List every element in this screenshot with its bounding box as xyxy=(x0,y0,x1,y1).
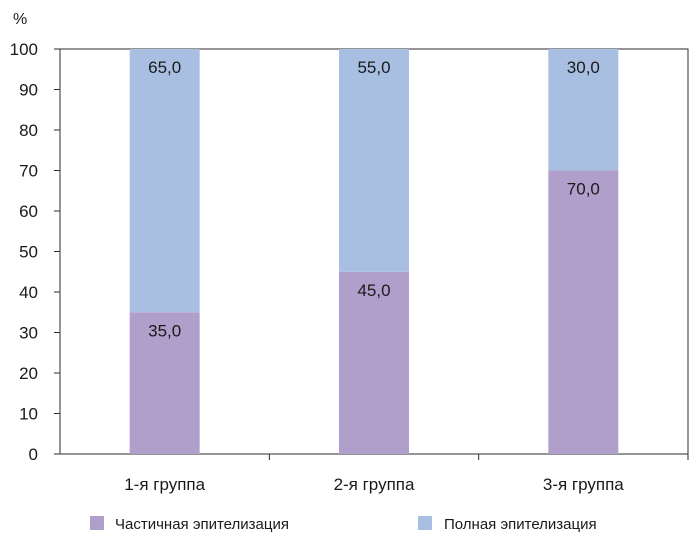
bar-segment xyxy=(548,49,619,171)
bar-segment xyxy=(548,170,619,454)
y-tick-label: 90 xyxy=(19,81,38,100)
bar-segment xyxy=(129,312,200,454)
data-label: 30,0 xyxy=(567,58,600,77)
legend-label: Полная эпителизация xyxy=(444,516,597,533)
axes: 0 10 20 30 40 50 60 70 80 90 100 1-я группа 2-я груп… xyxy=(10,40,689,494)
x-tick-label: 3-я группа xyxy=(543,475,624,494)
data-label: 55,0 xyxy=(357,58,390,77)
y-tick-label: 80 xyxy=(19,121,38,140)
y-tick-label: 20 xyxy=(19,364,38,383)
x-tick-label: 2-я группа xyxy=(334,475,415,494)
legend: Частичная эпителизация Полная эпителизаци… xyxy=(90,516,597,533)
y-tick-label: 70 xyxy=(19,162,38,181)
y-unit-label: % xyxy=(13,11,27,28)
bars xyxy=(129,49,619,454)
bar-segment xyxy=(339,49,409,272)
data-labels: 35,0 65,0 45,0 55,0 70,0 30,0 xyxy=(148,58,600,340)
legend-label: Частичная эпителизация xyxy=(115,516,289,533)
y-tick-label: 0 xyxy=(29,445,38,464)
data-label: 45,0 xyxy=(357,281,390,300)
y-tick-label: 40 xyxy=(19,283,38,302)
bar-segment xyxy=(339,271,409,454)
y-tick-label: 100 xyxy=(10,40,38,59)
legend-swatch xyxy=(418,516,432,530)
data-label: 35,0 xyxy=(148,321,181,340)
y-tick-label: 30 xyxy=(19,324,38,343)
x-tick-label: 1-я группа xyxy=(124,475,205,494)
data-label: 65,0 xyxy=(148,58,181,77)
y-tick-label: 60 xyxy=(19,202,38,221)
y-tick-label: 50 xyxy=(19,243,38,262)
legend-swatch xyxy=(90,516,104,530)
y-tick-label: 10 xyxy=(19,405,38,424)
bar-segment xyxy=(129,49,200,313)
data-label: 70,0 xyxy=(567,180,600,199)
